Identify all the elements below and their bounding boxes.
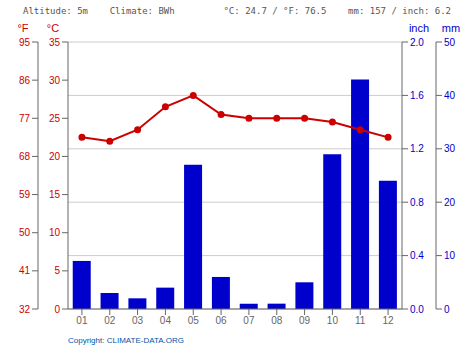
svg-text:86: 86 xyxy=(19,75,31,86)
svg-text:mm: mm xyxy=(442,22,460,34)
svg-text:10: 10 xyxy=(327,315,339,326)
svg-text:02: 02 xyxy=(104,315,116,326)
svg-text:0.8: 0.8 xyxy=(410,197,424,208)
svg-text:0: 0 xyxy=(54,304,60,315)
svg-text:12: 12 xyxy=(383,315,395,326)
svg-text:11: 11 xyxy=(355,315,366,326)
svg-text:0.4: 0.4 xyxy=(410,250,424,261)
svg-text:0: 0 xyxy=(444,304,450,315)
svg-text:1.2: 1.2 xyxy=(410,143,424,154)
svg-text:35: 35 xyxy=(49,37,61,48)
svg-text:50: 50 xyxy=(19,227,31,238)
svg-text:95: 95 xyxy=(19,37,31,48)
svg-text:20: 20 xyxy=(49,151,61,162)
svg-text:68: 68 xyxy=(19,151,31,162)
svg-text:09: 09 xyxy=(299,315,311,326)
html-text:Copyright: CLIMATE-DATA.ORG: Copyright: CLIMATE-DATA.ORG xyxy=(68,336,184,345)
svg-text:07: 07 xyxy=(243,315,255,326)
svg-text:08: 08 xyxy=(271,315,283,326)
svg-text:77: 77 xyxy=(19,113,31,124)
svg-text:2.0: 2.0 xyxy=(410,37,424,48)
svg-text:59: 59 xyxy=(19,189,31,200)
svg-text:01: 01 xyxy=(76,315,88,326)
html-text:Altitude: 5m Climate: BWh °C:: Altitude: 5m Climate: BWh °C: 24.7 / °F:… xyxy=(23,6,451,16)
svg-text:06: 06 xyxy=(216,315,228,326)
svg-text:50: 50 xyxy=(444,37,456,48)
svg-text:32: 32 xyxy=(19,304,31,315)
svg-text:15: 15 xyxy=(49,189,61,200)
svg-text:°F: °F xyxy=(17,22,28,34)
svg-text:5: 5 xyxy=(54,265,60,276)
svg-text:0.0: 0.0 xyxy=(410,304,424,315)
svg-text:41: 41 xyxy=(19,265,31,276)
svg-text:40: 40 xyxy=(444,90,456,101)
svg-text:30: 30 xyxy=(444,143,456,154)
svg-text:30: 30 xyxy=(49,75,61,86)
svg-text:10: 10 xyxy=(444,250,456,261)
svg-text:1.6: 1.6 xyxy=(410,90,424,101)
svg-text:03: 03 xyxy=(132,315,144,326)
svg-text:04: 04 xyxy=(160,315,172,326)
svg-text:25: 25 xyxy=(49,113,61,124)
svg-text:05: 05 xyxy=(188,315,200,326)
svg-text:10: 10 xyxy=(49,227,61,238)
svg-text:°C: °C xyxy=(47,22,59,34)
svg-text:20: 20 xyxy=(444,197,456,208)
svg-text:inch: inch xyxy=(409,22,429,34)
